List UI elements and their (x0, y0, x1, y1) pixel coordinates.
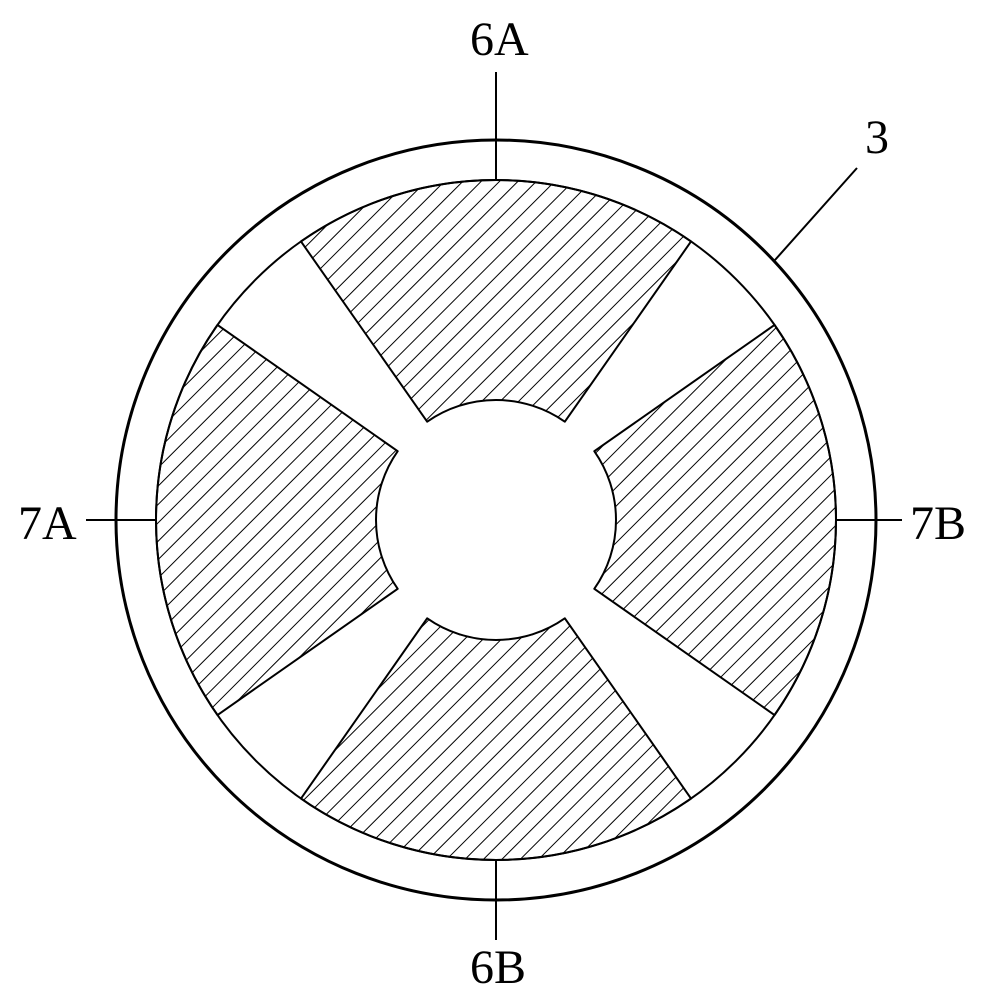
wedge-7B (594, 325, 836, 715)
wedge-6B (301, 618, 691, 860)
label-top: 6A (470, 12, 529, 67)
wedge-7A (156, 325, 398, 715)
label-left: 7A (18, 496, 77, 551)
label-right: 7B (910, 496, 966, 551)
cross-section-diagram (0, 0, 993, 1000)
leader-ring (775, 168, 857, 260)
label-ring: 3 (865, 110, 889, 165)
label-bottom: 6B (470, 940, 526, 995)
wedge-6A (301, 180, 691, 422)
